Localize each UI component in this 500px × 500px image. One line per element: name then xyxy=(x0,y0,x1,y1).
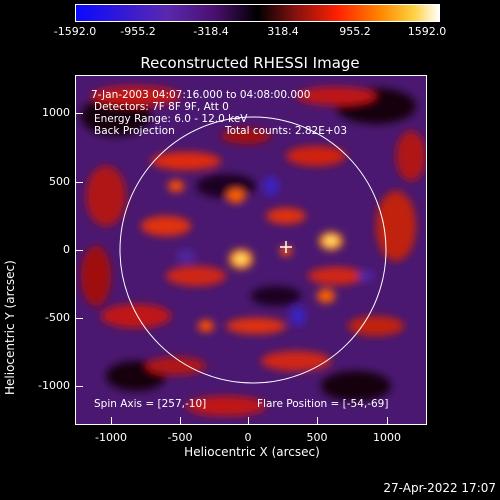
x-tick-mark xyxy=(111,417,112,425)
spin-axis-label: Spin Axis = [257,-10] xyxy=(94,398,207,410)
colorbar-tick-label: -318.4 xyxy=(193,25,229,38)
y-tick-mark xyxy=(75,318,83,319)
x-tick-mark xyxy=(317,417,318,425)
y-tick-mark xyxy=(75,113,83,114)
plot-title: Reconstructed RHESSI Image xyxy=(140,54,360,72)
time-range-label: 7-Jan-2003 04:07:16.000 to 04:08:00.000 xyxy=(91,89,311,101)
y-tick-mark xyxy=(75,182,83,183)
colorbar-tick-label: 318.4 xyxy=(267,25,299,38)
spin-axis-marker xyxy=(280,241,292,253)
y-tick-label: 500 xyxy=(49,175,70,188)
x-tick-label: -1000 xyxy=(95,431,127,444)
y-axis-label: Heliocentric Y (arcsec) xyxy=(3,260,17,395)
reconstructed-image xyxy=(76,76,426,424)
colorbar-tick-label: 955.2 xyxy=(339,25,371,38)
x-tick-label: 0 xyxy=(244,431,252,444)
x-tick-label: -500 xyxy=(167,431,193,444)
x-tick-mark xyxy=(248,417,249,425)
solar-limb-circle xyxy=(119,116,387,384)
y-tick-label: 0 xyxy=(63,243,70,256)
y-tick-label: -1000 xyxy=(38,379,70,392)
colorbar-tick-label: 1592.0 xyxy=(407,25,447,38)
x-tick-mark xyxy=(387,417,388,425)
colorbar-tick-label: -955.2 xyxy=(120,25,156,38)
colorbar xyxy=(75,4,440,22)
y-tick-label: 1000 xyxy=(42,106,70,119)
x-tick-label: 500 xyxy=(306,431,328,444)
image-blobs xyxy=(81,86,426,416)
x-tick-mark xyxy=(180,417,181,425)
total-counts-label: Total counts: 2.82E+03 xyxy=(225,125,348,137)
solar-image-plot: 7-Jan-2003 04:07:16.000 to 04:08:00.000 … xyxy=(75,75,427,425)
energy-range-label: Energy Range: 6.0 - 12.0 keV xyxy=(94,113,248,125)
y-tick-mark xyxy=(75,250,83,251)
plot-timestamp: 27-Apr-2022 17:07 xyxy=(383,481,496,495)
colorbar-tick-label: -1592.0 xyxy=(53,25,97,38)
y-tick-label: -500 xyxy=(45,311,70,324)
detectors-label: Detectors: 7F 8F 9F, Att 0 xyxy=(94,101,229,113)
x-axis-label: Heliocentric X (arcsec) xyxy=(184,445,320,459)
flare-position-label: Flare Position = [-54,-69] xyxy=(257,398,389,410)
x-tick-label: 1000 xyxy=(373,431,401,444)
method-label: Back Projection xyxy=(94,125,175,137)
y-tick-mark xyxy=(75,386,83,387)
